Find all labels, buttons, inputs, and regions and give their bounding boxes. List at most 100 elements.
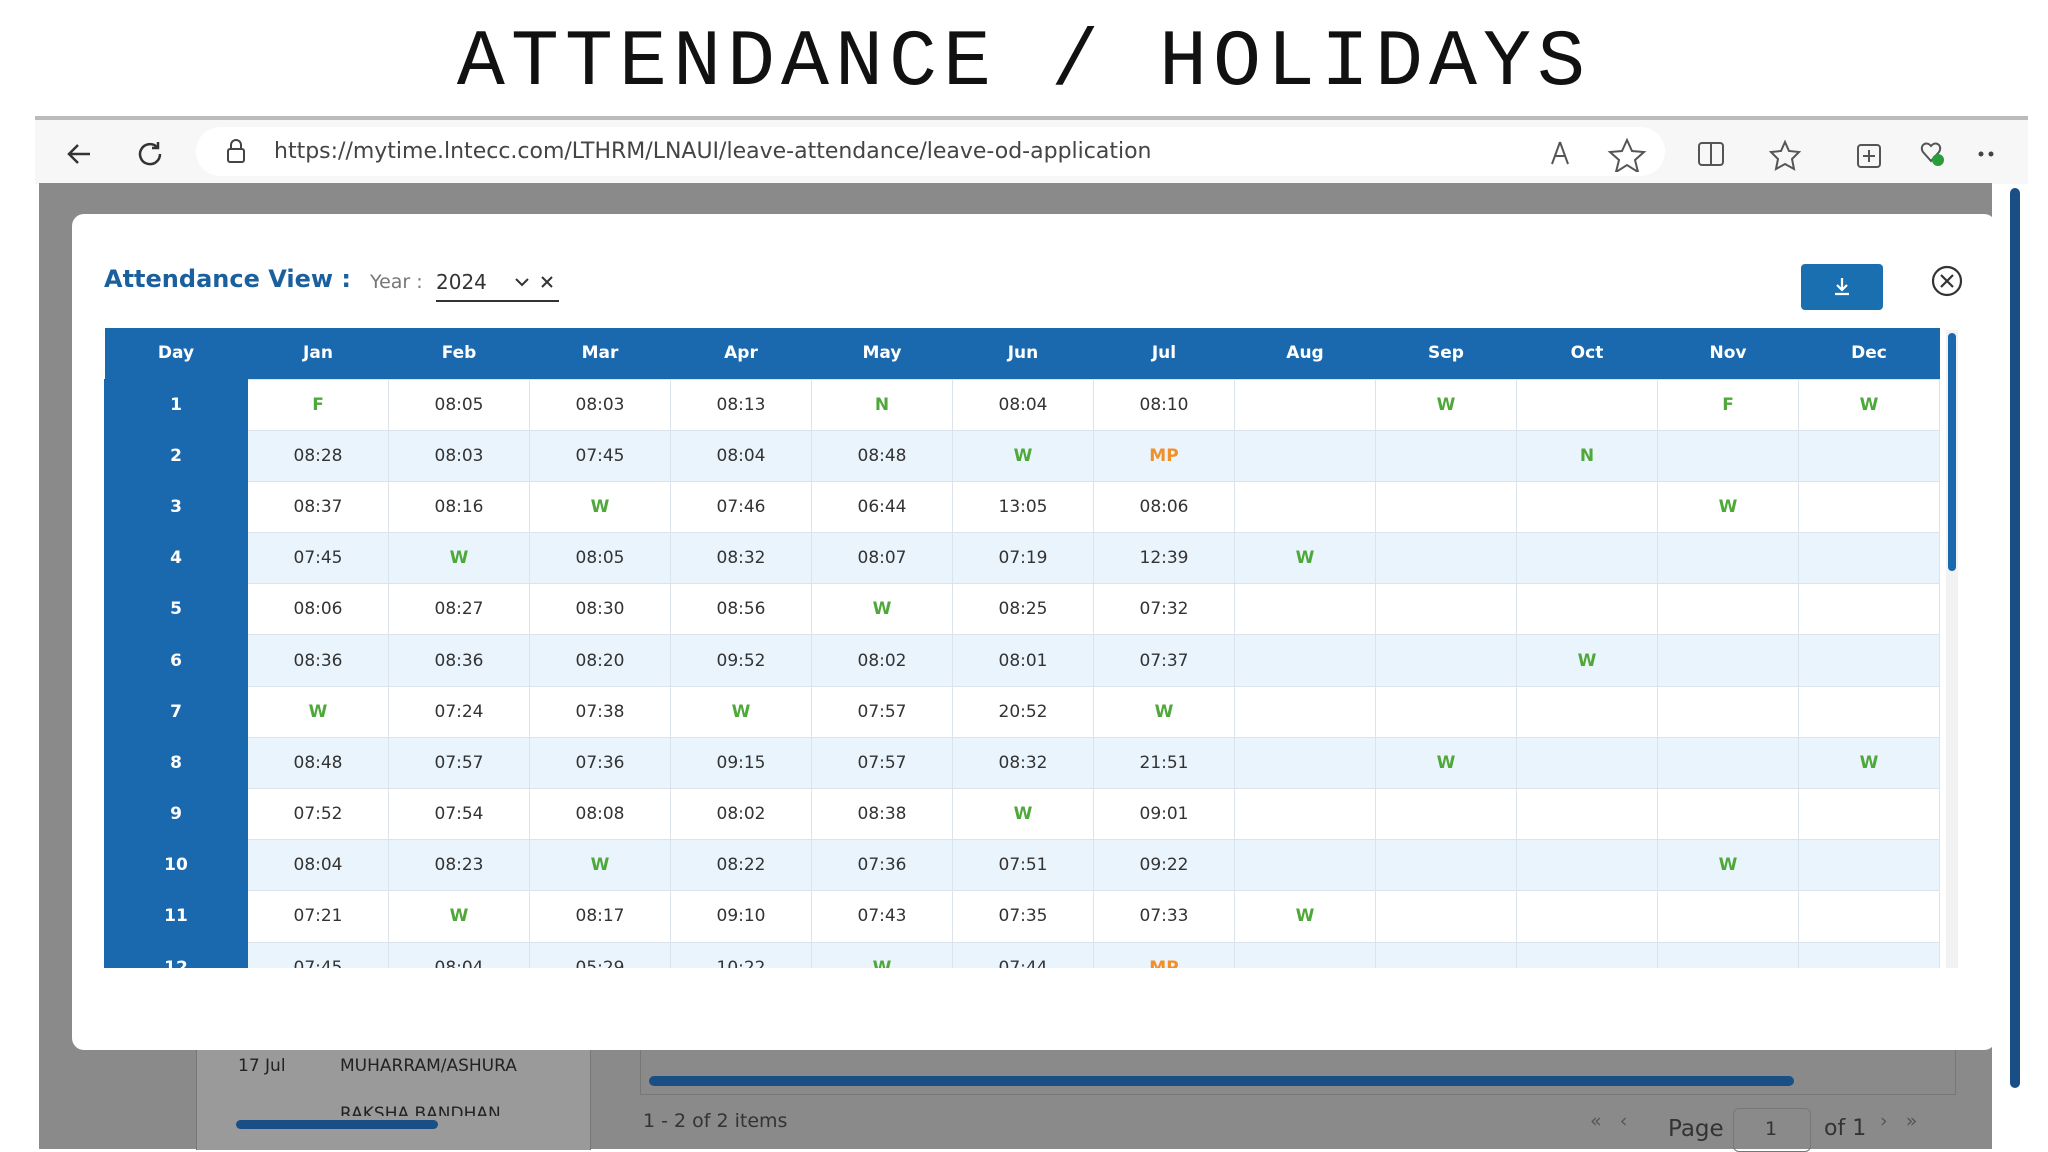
attendance-cell [1375,839,1517,892]
attendance-cell [1657,583,1799,636]
attendance-cell: W [1657,480,1799,534]
attendance-cell [1798,429,1940,482]
column-header: Apr [670,328,812,379]
download-button[interactable] [1801,264,1883,310]
attendance-cell: W [529,480,671,534]
attendance-cell [1375,583,1517,636]
day-cell: 10 [104,839,248,892]
attendance-cell: N [811,378,953,431]
attendance-cell: W [952,429,1094,482]
pager-next-last[interactable]: › » [1880,1110,1918,1132]
pager-first-prev[interactable]: « ‹ [1590,1110,1628,1132]
attendance-cell: 05:29 [529,941,671,968]
browser-icons [1551,137,1994,172]
attendance-cell: 08:23 [388,839,530,892]
page-scrollbar[interactable] [2010,188,2020,1088]
attendance-cell [1375,890,1517,943]
attendance-cell: 09:10 [670,890,812,943]
day-cell: 9 [104,787,248,841]
attendance-cell: 08:06 [247,583,389,636]
attendance-cell: 08:27 [388,583,530,636]
column-header: Jun [952,328,1094,379]
attendance-cell: 08:04 [952,378,1094,431]
year-controls[interactable] [512,272,556,294]
attendance-cell: W [1798,736,1940,790]
attendance-cell: 12:39 [1093,532,1235,585]
attendance-cell: 21:51 [1093,736,1235,790]
day-cell: 5 [104,583,248,636]
grid-scrollbar[interactable] [649,1076,1794,1086]
attendance-cell: MP [1093,941,1235,968]
attendance-cell [1375,941,1517,968]
attendance-cell: 10:22 [670,941,812,968]
attendance-cell: 07:46 [670,480,812,534]
reload-button[interactable] [130,134,170,174]
attendance-cell [1375,787,1517,841]
holiday-name: RAKSHA BANDHAN [340,1104,501,1116]
day-cell: 12 [104,941,248,968]
attendance-cell: 08:05 [529,532,671,585]
attendance-cell: 07:36 [811,839,953,892]
attendance-cell [1375,685,1517,738]
attendance-cell: 08:03 [388,429,530,482]
attendance-cell: 08:37 [247,480,389,534]
attendance-cell: 09:15 [670,736,812,790]
download-icon [1835,278,1849,296]
grid-panel [640,1040,1956,1095]
column-header: Oct [1516,328,1658,379]
attendance-cell [1375,532,1517,585]
day-cell: 3 [104,480,248,534]
attendance-cell: W [1798,378,1940,431]
attendance-cell [1234,736,1376,790]
attendance-cell [1798,532,1940,585]
attendance-cell [1798,685,1940,738]
attendance-cell: 07:21 [247,890,389,943]
attendance-cell: 09:52 [670,634,812,687]
attendance-cell [1234,685,1376,738]
column-header: Sep [1375,328,1517,379]
year-value[interactable]: 2024 [436,270,487,294]
attendance-cell [1516,839,1658,892]
day-cell: 8 [104,736,248,790]
attendance-cell: 08:17 [529,890,671,943]
attendance-cell: 08:13 [670,378,812,431]
back-button[interactable] [60,134,100,174]
attendance-cell: 07:57 [811,736,953,790]
table-body: 1 F 08:05 08:03 08:13 N 08:04 08:10 W F W 2 08:28 08:… [104,378,1940,968]
column-header: Jul [1093,328,1235,379]
day-cell: 11 [104,890,248,943]
attendance-cell: 08:38 [811,787,953,841]
attendance-cell [1516,685,1658,738]
address-bar[interactable] [196,127,1665,176]
attendance-cell: 07:45 [247,532,389,585]
attendance-cell [1798,480,1940,534]
attendance-cell: 08:48 [247,736,389,790]
attendance-cell: 07:57 [811,685,953,738]
attendance-cell [1657,634,1799,687]
table-row: 10 08:04 08:23 W 08:22 07:36 07:51 09:22 W [104,839,1940,892]
attendance-cell [1798,583,1940,636]
attendance-cell: 08:20 [529,634,671,687]
table-row: 4 07:45 W 08:05 08:32 08:07 07:19 12:39 W [104,532,1940,585]
attendance-cell: 07:24 [388,685,530,738]
table-scroll-thumb[interactable] [1948,333,1956,571]
attendance-cell: 13:05 [952,480,1094,534]
attendance-cell: 07:45 [247,941,389,968]
day-cell: 6 [104,634,248,687]
attendance-cell [1798,890,1940,943]
close-button[interactable] [1930,264,1964,298]
items-summary: 1 - 2 of 2 items [643,1110,788,1132]
panel-scrollbar[interactable] [236,1120,438,1129]
table-row: 11 07:21 W 08:17 09:10 07:43 07:35 07:33 W [104,890,1940,943]
attendance-cell [1234,429,1376,482]
attendance-cell [1657,787,1799,841]
year-underline [436,300,559,302]
attendance-cell [1657,736,1799,790]
attendance-cell [1516,378,1658,431]
attendance-cell: 08:02 [811,634,953,687]
attendance-cell: 08:10 [1093,378,1235,431]
attendance-cell: N [1516,429,1658,482]
column-header: Mar [529,328,671,379]
page-total: of 1 [1824,1116,1867,1141]
table-row: 3 08:37 08:16 W 07:46 06:44 13:05 08:06 W [104,480,1940,534]
